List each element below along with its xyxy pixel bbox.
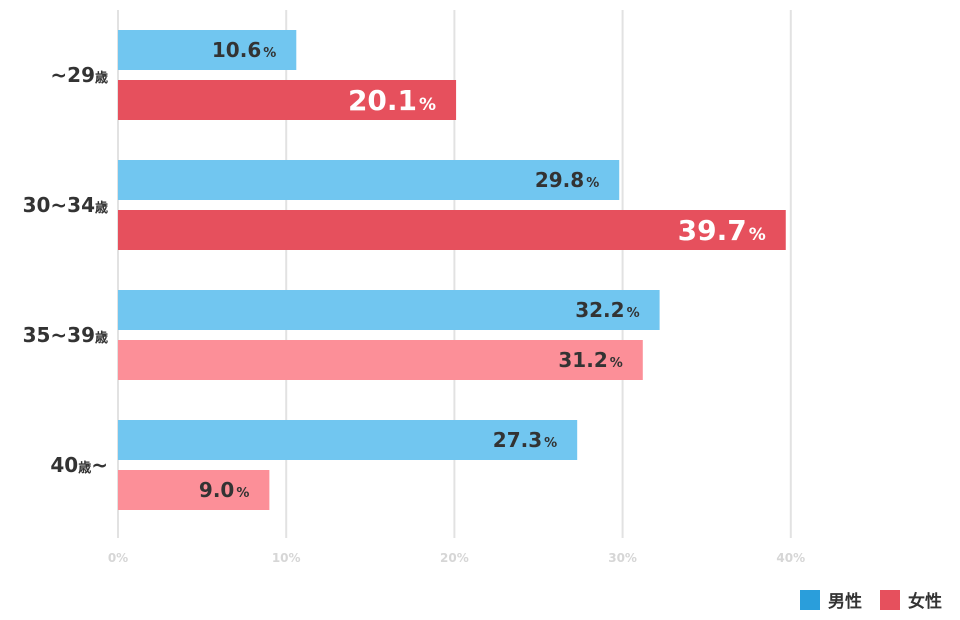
value-unit: % (586, 176, 599, 191)
bar-female (118, 210, 786, 250)
x-tick-label: 0% (108, 551, 128, 565)
value-label-male: 10.6% (212, 38, 276, 62)
value-label-female: 9.0% (199, 478, 249, 502)
legend: 男性 女性 (800, 587, 942, 612)
category-label: ~29歳 (50, 63, 108, 87)
value-unit: % (749, 225, 766, 245)
value-number: 20.1 (348, 84, 417, 117)
value-unit: % (610, 356, 623, 371)
bar-female (118, 470, 270, 510)
legend-swatch-female (880, 589, 900, 610)
value-number: 9.0 (199, 478, 234, 502)
value-number: 39.7 (678, 214, 747, 247)
category-text: 35~39 (23, 323, 95, 347)
value-label-female: 20.1% (348, 84, 436, 117)
category-text: ~ (91, 453, 108, 477)
legend-label-male: 男性 (828, 592, 862, 612)
x-axis-ticks: 0% 10% 20% 30% 40% (108, 551, 805, 565)
category-label: 35~39歳 (23, 323, 108, 347)
category-unit: 歳 (95, 330, 108, 346)
value-label-female: 39.7% (678, 214, 766, 247)
category-label: 40歳~ (50, 453, 108, 477)
value-unit: % (627, 306, 640, 321)
value-label-male: 29.8% (535, 168, 599, 192)
value-number: 27.3 (493, 428, 542, 452)
category-unit: 歳 (95, 200, 108, 216)
value-label-male: 27.3% (493, 428, 557, 452)
x-tick-label: 40% (776, 551, 805, 565)
bar-male (118, 160, 620, 200)
category-text: 30~34 (23, 193, 95, 217)
bars: 10.6 %20.1 %29.8 %39.7 %32.2 %31.2 %27.3 %9.0% (118, 30, 786, 510)
category-label: 30~34歳 (23, 193, 108, 217)
value-label-male: 32.2% (575, 298, 639, 322)
bar-male (118, 30, 297, 70)
bar-male (118, 420, 578, 460)
category-unit: 歳 (78, 460, 91, 476)
category-text: ~29 (50, 63, 95, 87)
bar-female (118, 80, 457, 120)
value-label-female: 31.2% (558, 348, 622, 372)
legend-swatch-male (800, 589, 820, 610)
value-number: 10.6 (212, 38, 261, 62)
value-number: 31.2 (558, 348, 607, 372)
category-unit: 歳 (95, 70, 108, 86)
category-text: 40 (50, 453, 78, 477)
value-number: 32.2 (575, 298, 624, 322)
x-tick-label: 10% (272, 551, 301, 565)
legend-label-female: 女性 (908, 592, 942, 612)
bar-male (118, 290, 660, 330)
legend-item-male: 男性 (800, 587, 862, 612)
value-number: 29.8 (535, 168, 584, 192)
bar-female (118, 340, 643, 380)
value-unit: % (544, 436, 557, 451)
x-tick-label: 20% (440, 551, 469, 565)
value-unit: % (236, 486, 249, 501)
value-unit: % (419, 95, 436, 115)
x-tick-label: 30% (608, 551, 637, 565)
legend-item-female: 女性 (880, 587, 942, 612)
value-unit: % (263, 46, 276, 61)
